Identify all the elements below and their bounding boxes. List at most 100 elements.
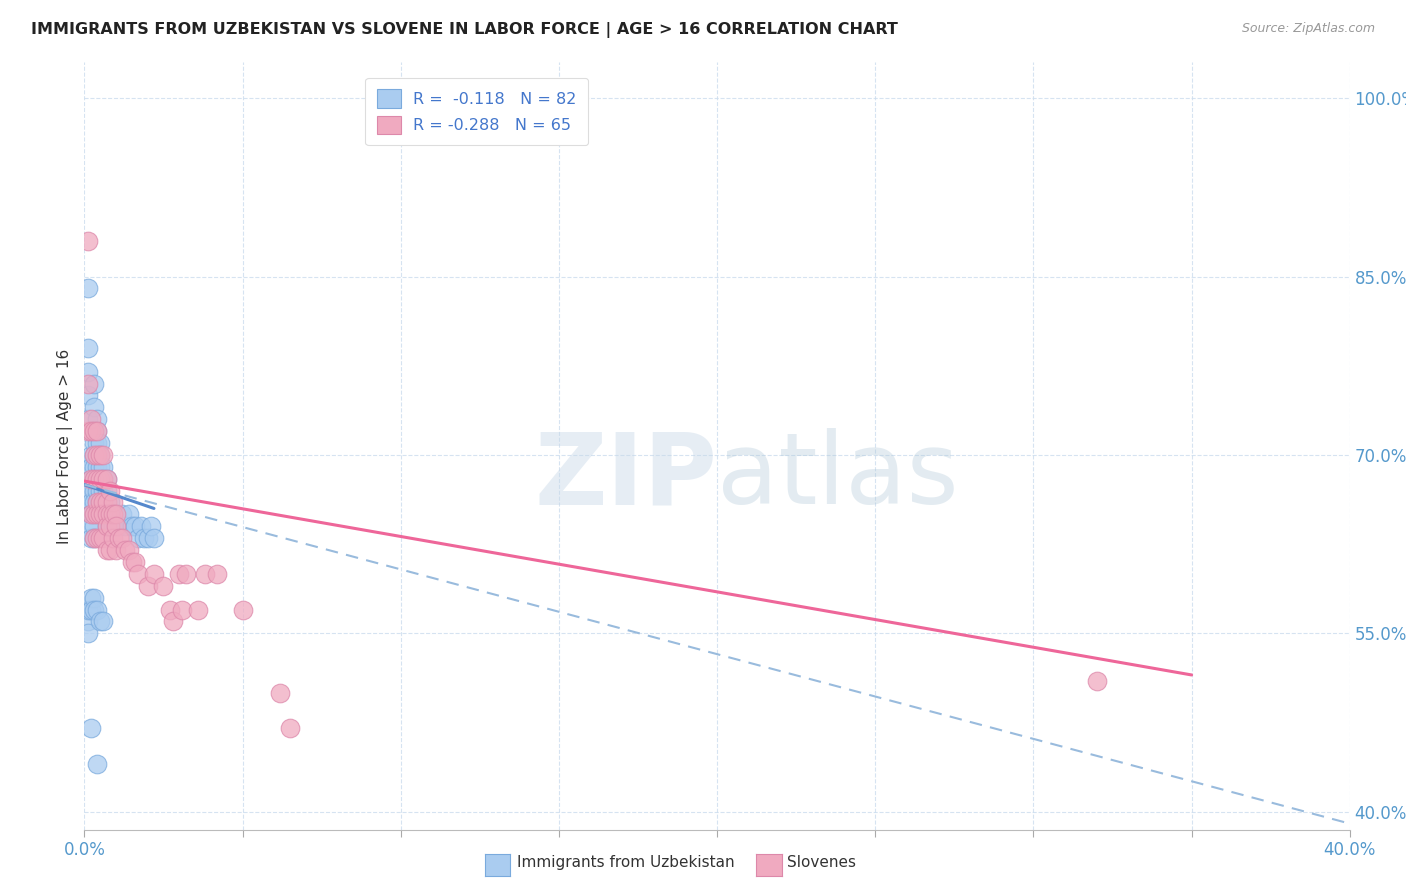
Point: [76, 388, 98, 402]
Point: [83, 495, 105, 509]
Point: [86, 602, 108, 616]
Point: [162, 615, 184, 629]
Point: [111, 531, 134, 545]
Point: [127, 566, 149, 581]
Point: [86, 412, 108, 426]
Point: [79, 412, 103, 426]
Point: [114, 543, 136, 558]
Point: [79, 508, 103, 522]
Point: [89, 472, 111, 486]
Point: [83, 531, 105, 545]
Point: [105, 508, 127, 522]
Point: [79, 508, 103, 522]
Point: [79, 591, 103, 605]
Point: [169, 566, 191, 581]
Legend: R =  -0.118   N = 82, R = -0.288   N = 65: R = -0.118 N = 82, R = -0.288 N = 65: [366, 78, 588, 145]
Point: [79, 508, 103, 522]
Point: [93, 615, 115, 629]
Point: [79, 519, 103, 533]
Point: [98, 495, 121, 509]
Point: [105, 508, 127, 522]
Point: [101, 519, 124, 533]
Point: [96, 483, 118, 498]
Point: [89, 508, 111, 522]
Point: [101, 495, 124, 509]
Point: [124, 519, 146, 533]
Point: [129, 519, 153, 533]
Point: [83, 591, 105, 605]
Point: [76, 234, 98, 248]
Point: [86, 424, 108, 438]
Point: [108, 531, 131, 545]
Point: [89, 459, 111, 474]
Point: [96, 472, 118, 486]
Point: [79, 472, 103, 486]
Point: [83, 483, 105, 498]
Text: ZIP: ZIP: [534, 428, 717, 525]
Point: [136, 531, 159, 545]
Text: Slovenes: Slovenes: [787, 855, 856, 870]
Point: [207, 566, 229, 581]
Point: [193, 566, 217, 581]
Point: [101, 508, 124, 522]
Point: [174, 566, 197, 581]
Point: [231, 602, 254, 616]
Point: [86, 757, 108, 772]
Point: [89, 448, 111, 462]
Point: [86, 495, 108, 509]
Point: [278, 722, 301, 736]
Point: [89, 508, 111, 522]
Point: [93, 483, 115, 498]
Point: [83, 472, 105, 486]
Point: [93, 495, 115, 509]
Point: [96, 519, 118, 533]
Point: [79, 602, 103, 616]
Point: [134, 531, 156, 545]
Point: [96, 543, 118, 558]
Point: [76, 365, 98, 379]
Point: [83, 448, 105, 462]
Point: [98, 508, 121, 522]
Point: [79, 424, 103, 438]
Point: [121, 555, 143, 569]
Point: [79, 722, 103, 736]
Point: [83, 436, 105, 450]
Point: [114, 519, 136, 533]
Y-axis label: In Labor Force | Age > 16: In Labor Force | Age > 16: [58, 349, 73, 543]
Point: [105, 519, 127, 533]
Point: [1085, 673, 1108, 688]
Point: [86, 459, 108, 474]
Text: atlas: atlas: [717, 428, 959, 525]
Point: [98, 508, 121, 522]
Point: [83, 424, 105, 438]
Point: [121, 519, 143, 533]
Point: [96, 495, 118, 509]
Point: [98, 519, 121, 533]
Point: [159, 602, 181, 616]
Point: [83, 508, 105, 522]
Point: [83, 376, 105, 391]
Point: [89, 448, 111, 462]
Point: [86, 495, 108, 509]
Point: [101, 508, 124, 522]
Point: [86, 424, 108, 438]
Point: [86, 483, 108, 498]
Point: [89, 436, 111, 450]
Text: Immigrants from Uzbekistan: Immigrants from Uzbekistan: [517, 855, 735, 870]
Point: [86, 531, 108, 545]
Point: [76, 602, 98, 616]
Point: [79, 531, 103, 545]
Point: [79, 495, 103, 509]
Point: [83, 448, 105, 462]
Point: [93, 448, 115, 462]
Point: [96, 508, 118, 522]
Point: [96, 472, 118, 486]
Point: [105, 543, 127, 558]
Point: [83, 531, 105, 545]
Point: [118, 543, 141, 558]
Point: [76, 341, 98, 355]
Point: [83, 472, 105, 486]
Point: [89, 531, 111, 545]
Point: [93, 508, 115, 522]
Text: Source: ZipAtlas.com: Source: ZipAtlas.com: [1241, 22, 1375, 36]
